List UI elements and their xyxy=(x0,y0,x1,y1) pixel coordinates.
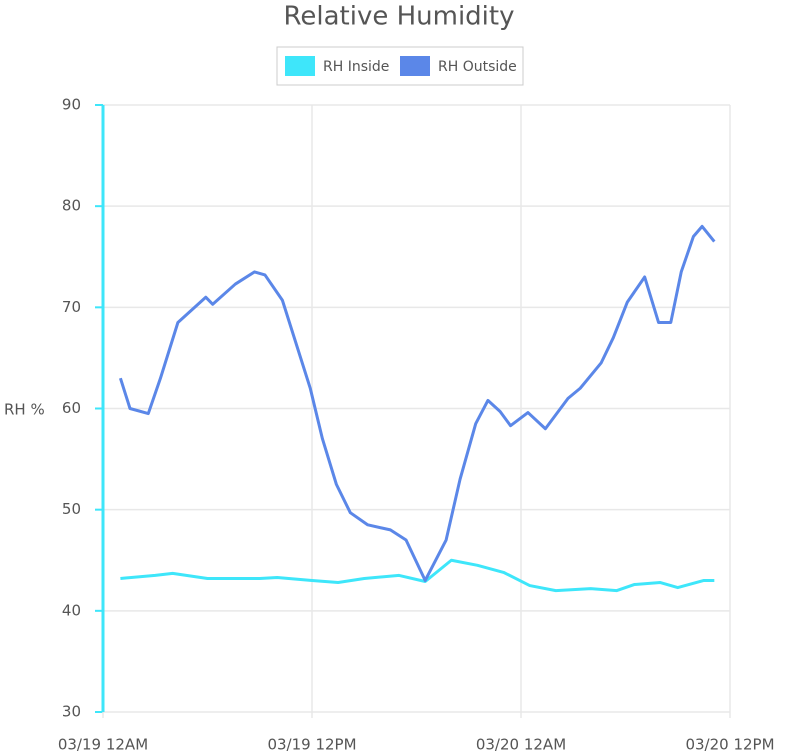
series-line xyxy=(120,558,715,593)
x-tick-label: 03/19 12AM xyxy=(58,736,148,753)
legend-swatch xyxy=(400,56,430,76)
y-axis-label: RH % xyxy=(4,401,45,419)
series-line xyxy=(118,224,716,582)
y-tick-label: 70 xyxy=(62,298,81,316)
y-tick-label: 80 xyxy=(62,197,81,215)
legend-label: RH Outside xyxy=(438,59,517,75)
x-tick-label: 03/20 12PM xyxy=(685,736,774,753)
x-tick-label: 03/20 12AM xyxy=(476,736,566,753)
chart-title: Relative Humidity xyxy=(283,2,514,32)
legend-swatch xyxy=(285,56,315,76)
x-tick-label: 03/19 12PM xyxy=(267,736,356,753)
y-tick-label: 50 xyxy=(62,500,81,518)
y-tick-label: 90 xyxy=(62,96,81,114)
legend-label: RH Inside xyxy=(323,59,389,75)
y-tick-label: 60 xyxy=(62,399,81,417)
y-tick-label: 30 xyxy=(62,703,81,721)
y-tick-label: 40 xyxy=(62,601,81,619)
